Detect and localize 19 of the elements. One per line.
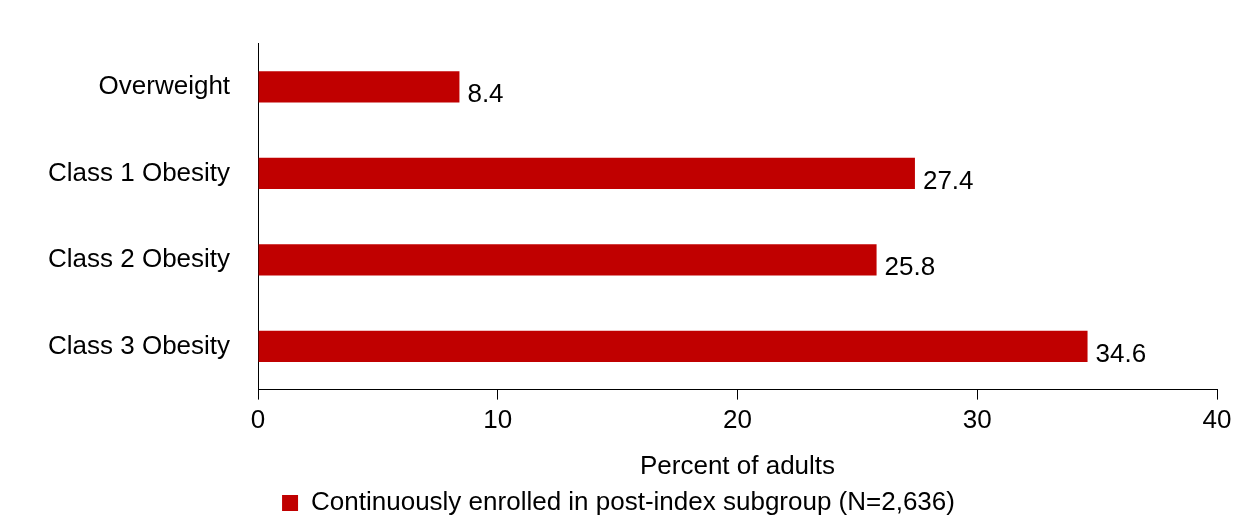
bar bbox=[258, 330, 1088, 362]
legend-label: Continuously enrolled in post-index subgroup (N=2,636) bbox=[311, 486, 955, 517]
y-tick-label: Overweight bbox=[98, 70, 231, 101]
x-tick-label: 0 bbox=[250, 404, 266, 435]
x-tick-label: 10 bbox=[483, 404, 513, 435]
y-tick-label: Class 2 Obesity bbox=[47, 243, 231, 274]
bar bbox=[258, 157, 915, 189]
data-label: 25.8 bbox=[884, 251, 936, 282]
y-tick-label: Class 3 Obesity bbox=[47, 329, 231, 360]
data-label: 8.4 bbox=[467, 78, 504, 109]
bar bbox=[258, 244, 877, 276]
x-tick-label: 20 bbox=[723, 404, 752, 435]
bar bbox=[258, 71, 460, 103]
x-tick-label: 30 bbox=[962, 404, 992, 435]
x-axis-title: Percent of adults bbox=[639, 449, 836, 480]
data-label: 34.6 bbox=[1095, 337, 1147, 368]
y-tick-label: Class 1 Obesity bbox=[47, 156, 231, 187]
x-tick-label: 40 bbox=[1202, 404, 1232, 435]
data-label: 27.4 bbox=[922, 164, 974, 195]
